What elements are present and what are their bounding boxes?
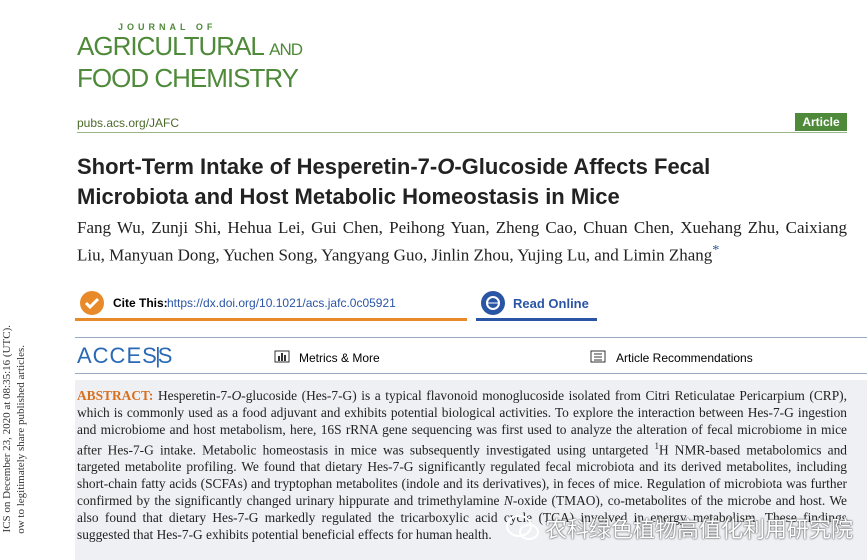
abstract-part: H NMR-based metabolomics and targeted me… xyxy=(77,442,847,509)
read-online[interactable]: Read Online xyxy=(476,287,597,321)
abstract-part: O xyxy=(231,388,242,403)
access-bar: ACCESS | Metrics & More Article Recommen… xyxy=(75,337,867,374)
journal-top: JOURNAL OF xyxy=(118,22,217,32)
article-title: Short-Term Intake of Hesperetin-7-O-Gluc… xyxy=(77,152,797,212)
wechat-icon xyxy=(506,515,539,540)
journal-and: AND xyxy=(269,40,303,59)
abstract-part: -oxide (TMAO), co-metabolites of the mic… xyxy=(77,493,847,543)
recommendations-link[interactable]: Article Recommendations xyxy=(616,351,753,365)
journal-name: AGRICULTURAL AND FOOD CHEMISTRY xyxy=(77,31,303,93)
article-badge: Article xyxy=(795,113,847,131)
abstract-part: N xyxy=(503,493,513,509)
recommend-icon xyxy=(590,350,606,363)
access-label: ACCESS xyxy=(77,343,174,368)
cite-label: Cite This: xyxy=(113,296,168,310)
abstract-text: ABSTRACT: Hesperetin-7-O-glucoside (Hes-… xyxy=(77,387,847,543)
separator: | xyxy=(155,343,161,368)
side-note: ow to legitimately share published artic… xyxy=(15,345,27,534)
abstract-part: -glucoside (Hes-7-G) is a typical flavon… xyxy=(77,388,847,458)
title-part: O xyxy=(437,154,455,179)
cite-box: Cite This: https://dx.doi.org/10.1021/ac… xyxy=(75,287,467,321)
read-online-label: Read Online xyxy=(513,296,589,311)
authors: Fang Wu, Zunji Shi, Hehua Lei, Gui Chen,… xyxy=(77,216,847,267)
abstract-label: ABSTRACT: xyxy=(77,388,154,403)
abstract-box: ABSTRACT: Hesperetin-7-O-glucoside (Hes-… xyxy=(75,380,867,560)
title-part: Short-Term Intake of Hesperetin-7- xyxy=(77,154,438,179)
corresponding-mark: * xyxy=(712,242,720,258)
side-note: ICS on December 23, 2020 at 08:35:16 (UT… xyxy=(1,325,13,533)
journal-line1: AGRICULTURAL xyxy=(77,31,264,61)
abstract-part: 1 xyxy=(654,441,659,451)
title-part: -Glucoside Affects Fecal Microbiota and … xyxy=(77,154,711,209)
divider xyxy=(77,132,847,133)
doi-link[interactable]: https://dx.doi.org/10.1021/acs.jafc.0c05… xyxy=(167,296,396,310)
cite-icon xyxy=(80,291,104,315)
watermark-text: 农科绿色植物高值化利用研究院 xyxy=(545,517,854,542)
metrics-icon xyxy=(274,350,290,363)
globe-icon xyxy=(481,291,505,315)
metrics-link[interactable]: Metrics & More xyxy=(299,351,380,365)
abstract-part: Hesperetin-7- xyxy=(157,388,232,403)
author-names: Fang Wu, Zunji Shi, Hehua Lei, Gui Chen,… xyxy=(77,218,847,265)
journal-line2: FOOD CHEMISTRY xyxy=(77,63,299,93)
journal-url[interactable]: pubs.acs.org/JAFC xyxy=(77,116,180,130)
